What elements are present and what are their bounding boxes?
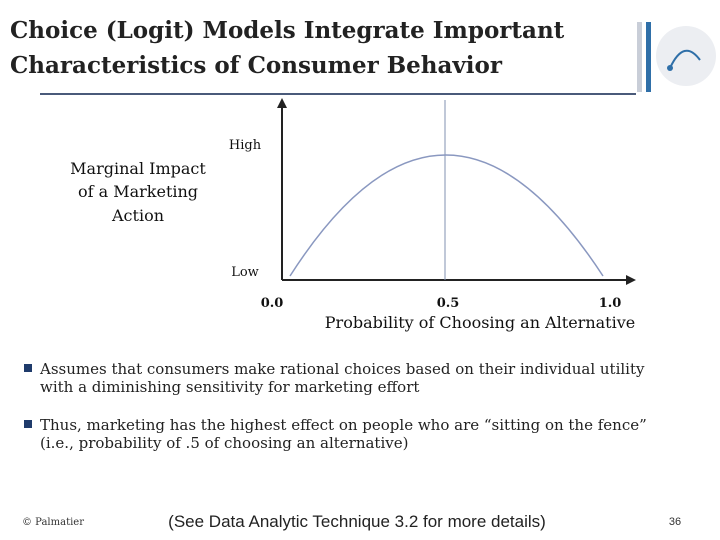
bullet-text: Thus, marketing has the highest effect o…: [40, 416, 647, 434]
x-tick-label: 0.0: [261, 296, 284, 311]
title-line: Choice (Logit) Models Integrate Importan…: [10, 17, 565, 44]
logo-circle: [656, 26, 716, 86]
y-axis-label: Marginal Impact: [70, 159, 206, 178]
logo-bar: [637, 22, 642, 92]
logo: [637, 22, 716, 92]
y-low: Low: [231, 265, 259, 280]
logo-arc: [669, 49, 701, 69]
bullet-text: with a diminishing sensitivity for marke…: [40, 378, 419, 396]
y-arrow: [277, 98, 287, 108]
footer-note: (See Data Analytic Technique 3.2 for mor…: [168, 512, 546, 531]
title-line: Characteristics of Consumer Behavior: [10, 52, 503, 79]
y-high: High: [229, 138, 262, 153]
curve: [289, 154, 604, 277]
y-axis-label: of a Marketing: [78, 182, 198, 201]
y-axis-label: Action: [111, 206, 164, 225]
logo-bar: [646, 22, 651, 92]
bullet-marker: [24, 420, 32, 428]
x-tick-label: 0.5: [437, 296, 460, 311]
figure: High Low Marginal Impact of a Marketing …: [70, 98, 636, 332]
x-arrow: [626, 275, 636, 285]
page-number: 36: [669, 516, 681, 528]
x-axis-title: Probability of Choosing an Alternative: [325, 313, 635, 332]
x-tick-label: 1.0: [599, 296, 622, 311]
bullet-text: Assumes that consumers make rational cho…: [39, 360, 645, 378]
footer-credit: © Palmatier: [22, 517, 84, 528]
bullet-marker: [24, 364, 32, 372]
bullet-text: (i.e., probability of .5 of choosing an …: [40, 434, 408, 452]
logo-dot: [667, 65, 673, 71]
